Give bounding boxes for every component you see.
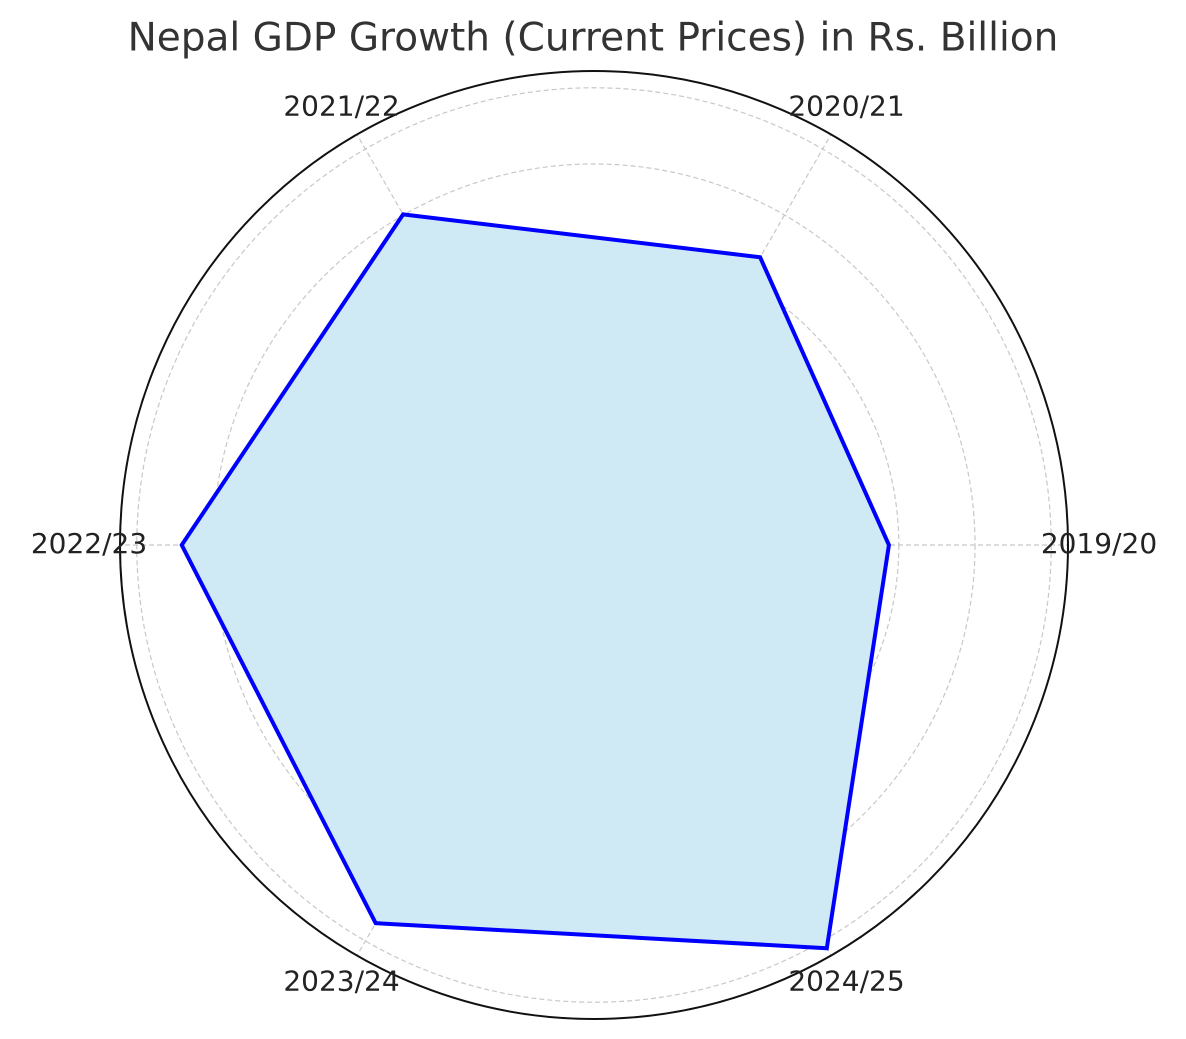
- radar-line: [179, 212, 891, 951]
- radar-area: [181, 214, 889, 949]
- spoke: [356, 134, 595, 546]
- category-label: 2024/25: [788, 964, 904, 997]
- outer-frame: [119, 70, 1069, 1020]
- spoke: [593, 134, 832, 546]
- category-label: 2021/22: [283, 90, 399, 123]
- category-label: 2020/21: [788, 90, 904, 123]
- category-label: 2019/20: [1041, 527, 1157, 560]
- category-label: 2022/23: [31, 527, 147, 560]
- category-label: 2023/24: [283, 964, 399, 997]
- chart-title: Nepal GDP Growth (Current Prices) in Rs.…: [128, 16, 1059, 61]
